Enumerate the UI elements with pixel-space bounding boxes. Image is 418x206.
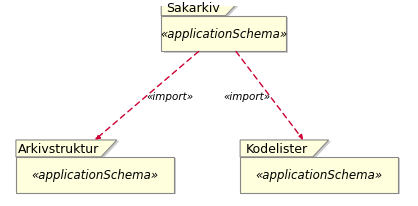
Polygon shape — [16, 140, 117, 157]
Text: Arkivstruktur: Arkivstruktur — [18, 142, 99, 155]
Polygon shape — [240, 157, 398, 193]
Polygon shape — [242, 142, 331, 158]
Polygon shape — [164, 18, 288, 53]
Polygon shape — [16, 157, 174, 193]
Text: «applicationSchema»: «applicationSchema» — [255, 169, 382, 181]
Polygon shape — [242, 158, 400, 194]
Text: «import»: «import» — [223, 91, 270, 101]
Polygon shape — [240, 140, 329, 157]
Text: Kodelister: Kodelister — [245, 142, 308, 155]
Text: «applicationSchema»: «applicationSchema» — [31, 169, 158, 181]
Text: «import»: «import» — [146, 91, 193, 101]
Text: Sakarkiv: Sakarkiv — [166, 2, 220, 15]
Text: «applicationSchema»: «applicationSchema» — [160, 28, 287, 41]
Polygon shape — [161, 16, 286, 52]
Polygon shape — [18, 158, 176, 194]
Polygon shape — [164, 1, 244, 18]
Polygon shape — [161, 0, 242, 16]
Polygon shape — [18, 142, 120, 158]
